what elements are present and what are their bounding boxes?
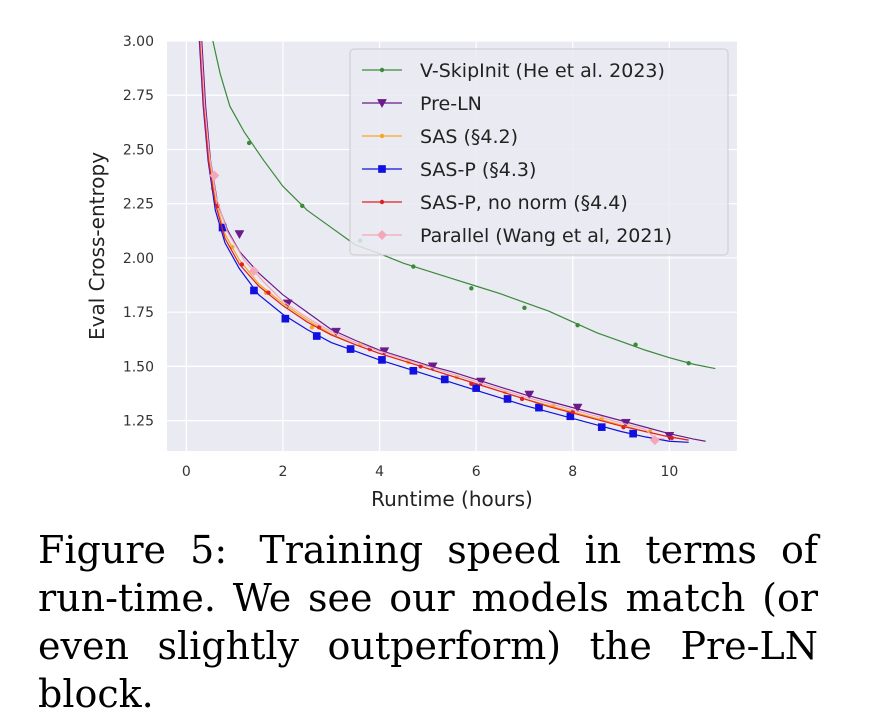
data-point xyxy=(346,345,355,353)
legend-entry: SAS (§4.2) xyxy=(362,126,518,148)
y-tick-label: 1.50 xyxy=(123,359,154,375)
series-line xyxy=(201,41,706,442)
legend-marker xyxy=(379,67,385,73)
series-line xyxy=(199,41,689,441)
legend-label: Pre-LN xyxy=(420,93,482,115)
runtime-chart: 0 2 4 6 8 101.251.501.752.002.252.502.753.00 … xyxy=(85,34,737,511)
data-point xyxy=(629,429,637,438)
data-point xyxy=(524,390,535,400)
legend-marker xyxy=(379,199,385,205)
series-line xyxy=(198,41,689,443)
x-tick-label: 10 xyxy=(660,464,678,480)
data-point xyxy=(230,244,235,250)
y-tick-label: 2.25 xyxy=(123,197,154,213)
data-point xyxy=(575,322,580,328)
data-point xyxy=(469,286,474,291)
data-point xyxy=(649,435,660,446)
x-tick-label: 6 xyxy=(472,464,481,480)
caption-text: Training speed in terms of run-time. We … xyxy=(38,528,818,716)
legend-entry: Parallel (Wang et al, 2021) xyxy=(362,225,672,247)
data-point xyxy=(633,342,638,347)
y-tick-label: 1.25 xyxy=(123,414,154,430)
data-point xyxy=(378,356,386,364)
data-point xyxy=(597,423,606,431)
series-line xyxy=(200,41,665,440)
caption-label: Figure 5: xyxy=(38,528,228,572)
data-point xyxy=(250,286,258,295)
data-point xyxy=(300,203,305,209)
legend-entry: V-SkipInit (He et al. 2023) xyxy=(362,60,665,82)
legend-entry: SAS-P (§4.3) xyxy=(362,159,536,181)
data-point xyxy=(248,265,259,276)
x-tick-label: 0 xyxy=(182,464,191,480)
data-point xyxy=(522,305,527,311)
legend: V-SkipInit (He et al. 2023) Pre-LN SAS (§4… xyxy=(349,48,729,256)
legend-label: Parallel (Wang et al, 2021) xyxy=(420,225,672,247)
y-axis-label: Eval Cross-entropy xyxy=(85,152,109,340)
y-tick-label: 2.00 xyxy=(123,251,154,267)
tick-labels: 0 2 4 6 8 10 1.25 1.50 1.75 2.00 2.25 2.50 2.75 3.00 xyxy=(123,34,678,480)
legend-entry: Pre-LN xyxy=(362,93,482,115)
data-point xyxy=(621,424,626,430)
legend-box xyxy=(349,48,729,256)
legend-marker xyxy=(379,133,385,139)
x-tick-label: 2 xyxy=(278,464,287,480)
y-tick-label: 3.00 xyxy=(123,34,154,50)
data-point xyxy=(572,403,583,413)
data-point xyxy=(503,395,512,403)
series-line xyxy=(212,41,716,370)
data-point xyxy=(566,412,575,421)
data-point xyxy=(519,396,525,402)
data-point xyxy=(686,360,691,366)
data-point xyxy=(469,381,474,386)
y-tick-label: 2.75 xyxy=(123,88,154,104)
figure-caption: Figure 5: Training speed in terms of run… xyxy=(38,526,818,718)
data-point xyxy=(309,325,315,330)
data-point xyxy=(209,170,220,181)
data-point xyxy=(472,384,480,392)
data-point xyxy=(570,409,575,415)
x-axis-label: Runtime (hours) xyxy=(371,487,533,511)
data-point xyxy=(316,325,322,330)
series-6 xyxy=(200,41,665,446)
data-point xyxy=(669,435,674,441)
legend-entry: SAS-P, no norm (§4.4) xyxy=(362,192,628,214)
legend-marker xyxy=(377,230,387,240)
data-point xyxy=(266,290,271,295)
legend-marker xyxy=(377,99,387,109)
data-point xyxy=(440,375,449,384)
data-point xyxy=(409,366,418,375)
legend-marker xyxy=(378,165,386,173)
data-point xyxy=(281,314,290,323)
data-point xyxy=(234,230,245,240)
data-point xyxy=(312,332,321,340)
data-point xyxy=(331,327,341,337)
data-point xyxy=(418,364,423,369)
x-tick-label: 4 xyxy=(375,464,384,480)
legend-label: V-SkipInit (He et al. 2023) xyxy=(420,60,665,82)
legend-label: SAS (§4.2) xyxy=(420,126,518,148)
legend-label: SAS-P (§4.3) xyxy=(420,159,536,181)
data-point xyxy=(239,262,245,267)
y-tick-label: 2.50 xyxy=(123,142,154,158)
legend-label: SAS-P, no norm (§4.4) xyxy=(420,192,628,214)
data-point xyxy=(411,264,416,269)
y-tick-label: 1.75 xyxy=(123,305,154,321)
x-tick-label: 8 xyxy=(568,464,577,480)
data-point xyxy=(535,403,543,412)
series-2 xyxy=(201,41,706,442)
data-point xyxy=(246,140,252,146)
